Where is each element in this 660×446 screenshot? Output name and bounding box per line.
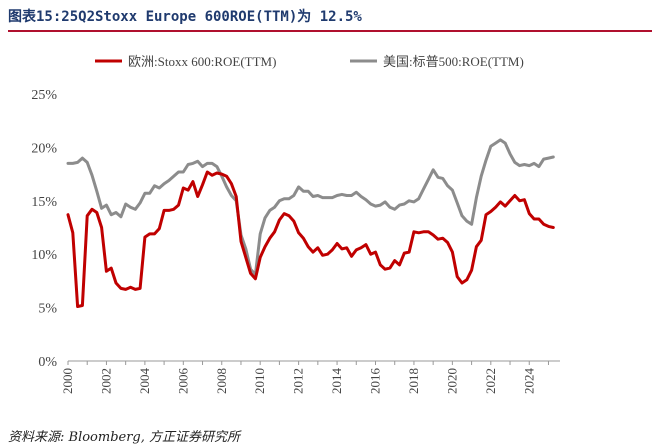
- series-line-us: [66, 138, 555, 276]
- title-underline: [8, 30, 652, 32]
- x-tick-label: 2010: [252, 368, 267, 394]
- x-tick-label: 2020: [444, 368, 459, 394]
- x-tick-label: 2000: [60, 368, 75, 394]
- legend-label-europe: 欧洲:Stoxx 600:ROE(TTM): [128, 54, 276, 69]
- x-tick-label: 2014: [329, 368, 344, 395]
- y-tick-label: 10%: [31, 248, 57, 263]
- x-axis: 2000 2002 2004 2006 2008 2010 2012 2014 2016 2018…: [60, 360, 560, 395]
- x-tick-label: 2012: [291, 368, 306, 394]
- x-tick-label: 2016: [368, 368, 383, 395]
- y-tick-label: 5%: [38, 302, 57, 317]
- chart-title: 图表15:25Q2Stoxx Europe 600ROE(TTM)为 12.5%: [8, 9, 362, 25]
- series-layer: [66, 138, 555, 308]
- x-tick-label: 2024: [521, 368, 536, 395]
- y-axis-labels: 0% 5% 10% 15% 20% 25%: [31, 88, 57, 370]
- y-tick-label: 15%: [31, 195, 57, 210]
- y-tick-label: 20%: [31, 141, 57, 156]
- x-tick-label: 2018: [406, 368, 421, 394]
- source-note: 资料来源: Bloomberg, 方正证券研究所: [8, 430, 241, 445]
- legend: 欧洲:Stoxx 600:ROE(TTM) 美国:标普500:ROE(TTM): [95, 54, 524, 69]
- x-tick-label: 2008: [214, 368, 229, 394]
- series-line-europe: [66, 170, 555, 308]
- x-tick-label: 2002: [98, 368, 113, 394]
- x-tick-label: 2004: [137, 368, 152, 395]
- y-tick-label: 0%: [38, 355, 57, 370]
- legend-label-us: 美国:标普500:ROE(TTM): [383, 54, 524, 69]
- x-tick-label: 2022: [483, 368, 498, 394]
- x-tick-label: 2006: [175, 368, 190, 395]
- y-tick-label: 25%: [31, 88, 57, 103]
